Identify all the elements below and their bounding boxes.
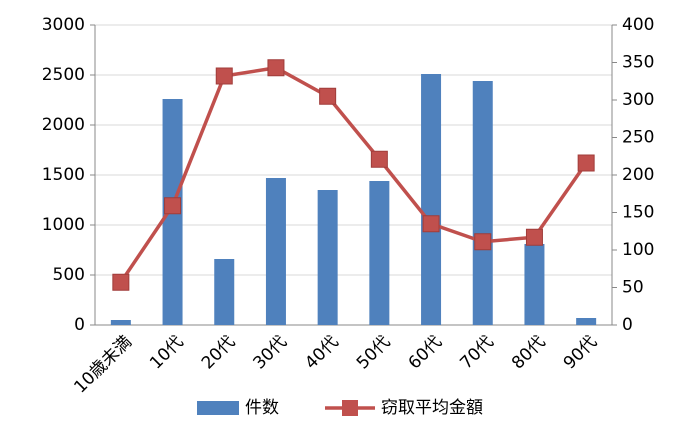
marker	[525, 228, 543, 246]
y-tick-label: 3000	[42, 15, 85, 35]
x-tick-label: 10代	[146, 332, 187, 373]
bar	[317, 190, 338, 325]
marker	[370, 150, 388, 168]
marker	[215, 67, 233, 85]
x-tick-label: 50代	[353, 332, 394, 373]
y-tick-label: 1500	[42, 165, 85, 185]
y2-tick-label: 400	[622, 15, 654, 35]
y2-tick-label: 350	[622, 53, 654, 73]
x-tick-label: 20代	[198, 332, 239, 373]
y2-tick-label: 50	[622, 278, 644, 298]
bar	[524, 244, 545, 325]
x-tick-label: 60代	[405, 332, 446, 373]
y2-tick-label: 100	[622, 240, 654, 260]
y-tick-label: 500	[53, 265, 85, 285]
y2-tick-label: 250	[622, 128, 654, 148]
bar	[472, 81, 493, 325]
y2-tick-label: 0	[622, 315, 633, 335]
marker	[474, 233, 492, 251]
marker	[164, 197, 182, 215]
x-tick-label: 30代	[250, 332, 291, 373]
bar	[110, 320, 131, 325]
legend-marker	[342, 400, 358, 416]
y-tick-label: 1000	[42, 215, 85, 235]
x-tick-label: 90代	[560, 332, 601, 373]
y2-tick-label: 200	[622, 165, 654, 185]
y2-tick-label: 300	[622, 90, 654, 110]
marker	[577, 154, 595, 172]
y-tick-label: 2000	[42, 115, 85, 135]
x-tick-label: 80代	[508, 332, 549, 373]
x-tick-label: 40代	[301, 332, 342, 373]
legend-label: 窃取平均金額	[381, 398, 483, 418]
marker	[422, 215, 440, 233]
y-tick-label: 2500	[42, 65, 85, 85]
bar	[369, 181, 390, 325]
marker	[112, 273, 130, 291]
legend-label: 件数	[245, 398, 279, 418]
legend-swatch	[197, 401, 239, 415]
bar	[214, 259, 235, 325]
bar	[265, 178, 286, 325]
line	[119, 65, 588, 284]
bar	[421, 74, 442, 325]
marker	[267, 59, 285, 77]
x-tick-label: 70代	[456, 332, 497, 373]
marker	[319, 87, 337, 105]
bar	[576, 318, 597, 325]
y2-tick-label: 150	[622, 203, 654, 223]
x-tick-label: 10歳未満	[70, 332, 136, 398]
y-tick-label: 0	[74, 315, 85, 335]
